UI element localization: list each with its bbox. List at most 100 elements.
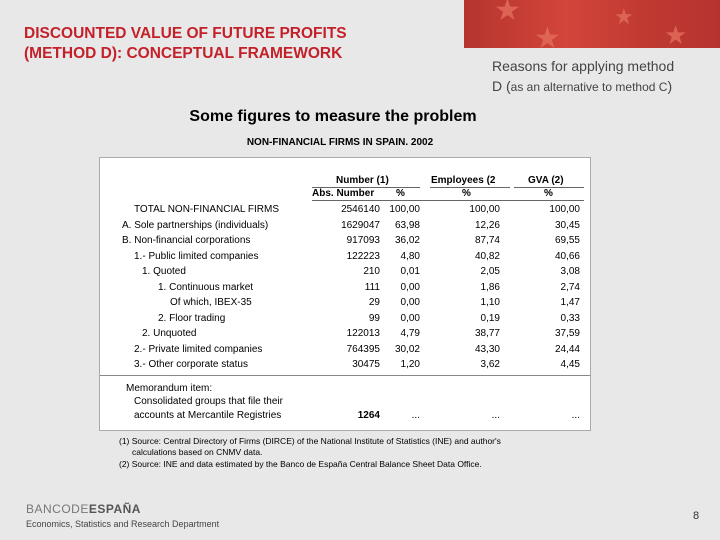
row-abs-number: 122223 <box>346 250 380 262</box>
row-pct-gva: 100,00 <box>549 204 580 215</box>
row-pct-employees: 43,30 <box>474 343 500 355</box>
header-abs-number: Abs. Number <box>312 188 375 199</box>
row-abs-number: 917093 <box>346 235 380 246</box>
reasons-caption: Reasons for applying method D (as an alt… <box>492 56 717 97</box>
row-pct-employees: 2,05 <box>480 266 500 277</box>
reasons-close: ) <box>667 78 673 94</box>
slide-title-line-2: (METHOD D): CONCEPTUAL FRAMEWORK <box>24 45 343 62</box>
memo-title: Memorandum item: <box>126 383 213 394</box>
memo-values: 1264 ... ... ... <box>100 410 590 425</box>
row-abs-number: 122013 <box>346 328 380 339</box>
row-pct-number: 63,98 <box>394 219 420 231</box>
table-title: NON-FINANCIAL FIRMS IN SPAIN. 2002 <box>246 137 434 148</box>
star-icon: ★ <box>494 0 521 27</box>
data-table: Number (1) Employees (2 GVA (2) Abs. Num… <box>99 157 591 431</box>
table-row: Of which, IBEX-35 29 0,00 1,10 1,47 <box>100 297 590 312</box>
row-pct-gva: 40,66 <box>554 250 580 262</box>
table-row: 2. Unquoted 122013 4,79 38,77 37,59 <box>100 328 590 343</box>
row-pct-gva: 1,47 <box>560 297 580 308</box>
row-pct-employees: 3,62 <box>480 359 500 370</box>
row-label: 2.- Private limited companies <box>134 343 263 355</box>
row-label: Of which, IBEX-35 <box>170 297 252 308</box>
row-abs-number: 1629047 <box>341 219 380 231</box>
row-pct-gva: 4,45 <box>560 359 580 370</box>
bank-logo: BANCODEESPAÑA <box>26 502 141 516</box>
row-abs-number: 2546140 <box>341 204 380 215</box>
header-rule-gva <box>514 187 584 188</box>
header-rule-bottom <box>312 200 584 201</box>
header-number: Number (1) <box>336 175 389 186</box>
table-row: 1.- Public limited companies 122223 4,80 40… <box>100 251 590 266</box>
header-rule-employees <box>430 187 510 188</box>
row-pct-number: 0,01 <box>400 266 420 277</box>
header-pct-gva: % <box>544 188 553 199</box>
row-pct-number: 100,00 <box>389 204 420 215</box>
row-pct-employees: 40,82 <box>474 250 500 262</box>
row-pct-number: 1,20 <box>400 359 420 370</box>
row-pct-employees: 1,86 <box>480 281 500 293</box>
row-label: B. Non-financial corporations <box>122 235 251 246</box>
memo-line-3: accounts at Mercantile Registries <box>134 410 282 421</box>
row-pct-gva: 30,45 <box>554 219 580 231</box>
row-label: 3.- Other corporate status <box>134 359 248 370</box>
row-pct-gva: 0,33 <box>560 312 580 324</box>
row-pct-gva: 2,74 <box>560 281 580 293</box>
row-label: 1. Continuous market <box>158 281 254 293</box>
reasons-line-1: Reasons for applying method <box>492 58 675 74</box>
row-pct-number: 36,02 <box>394 235 420 246</box>
row-pct-number: 0,00 <box>400 312 420 324</box>
footnote-1: (1) Source: Central Directory of Firms (… <box>119 436 579 458</box>
slide-title: DISCOUNTED VALUE OF FUTURE PROFITS (METH… <box>24 24 464 64</box>
header-employees: Employees (2 <box>431 175 496 186</box>
slide-subtitle: Some figures to measure the problem <box>189 108 477 125</box>
row-pct-gva: 3,08 <box>560 266 580 277</box>
memo-abs: 1264 <box>357 410 380 421</box>
row-pct-employees: 12,26 <box>474 219 500 231</box>
row-pct-number: 30,02 <box>394 343 420 355</box>
row-abs-number: 210 <box>363 266 380 277</box>
memo-line-2: Consolidated groups that file their <box>134 396 283 407</box>
header-gva: GVA (2) <box>528 175 564 186</box>
memo-emp: ... <box>491 410 500 421</box>
memo-separator <box>100 375 590 376</box>
page-number: 8 <box>693 510 700 522</box>
row-label: 1. Quoted <box>142 266 186 277</box>
row-pct-number: 0,00 <box>400 281 420 293</box>
memo-pct: ... <box>411 410 420 421</box>
logo-bold: ESPAÑA <box>88 502 141 516</box>
table-row: TOTAL NON-FINANCIAL FIRMS 2546140 100,00 10… <box>100 204 590 219</box>
row-pct-employees: 87,74 <box>474 235 500 246</box>
row-pct-number: 0,00 <box>400 297 420 308</box>
row-pct-number: 4,80 <box>400 250 420 262</box>
department-name: Economics, Statistics and Research Depar… <box>26 519 220 529</box>
table-row: B. Non-financial corporations 917093 36,02… <box>100 235 590 250</box>
footnote-1a: (1) Source: Central Directory of Firms (… <box>119 436 501 446</box>
star-icon: ★ <box>614 4 634 29</box>
row-pct-gva: 37,59 <box>554 328 580 339</box>
row-label: 1.- Public limited companies <box>134 250 259 262</box>
row-pct-employees: 0,19 <box>480 312 500 324</box>
row-label: TOTAL NON-FINANCIAL FIRMS <box>134 204 280 215</box>
row-abs-number: 111 <box>364 281 380 293</box>
table-row: A. Sole partnerships (individuals) 162904… <box>100 220 590 235</box>
row-abs-number: 29 <box>368 297 380 308</box>
header-pct-number: % <box>396 188 405 199</box>
row-pct-gva: 69,55 <box>554 235 580 246</box>
header-rule-number <box>312 187 420 188</box>
reasons-line-2: D (as an alternative to method C) <box>492 76 717 97</box>
table-row: 1. Quoted 210 0,01 2,05 3,08 <box>100 266 590 281</box>
row-abs-number: 764395 <box>346 343 380 355</box>
footnote-2: (2) Source: INE and data estimated by th… <box>119 459 482 469</box>
logo-light: BANCODE <box>26 502 89 516</box>
row-pct-employees: 1,10 <box>480 297 500 308</box>
row-label: 2. Unquoted <box>142 328 197 339</box>
row-label: 2. Floor trading <box>158 312 226 324</box>
footnote-1b: calculations based on CNMV data. <box>132 447 263 457</box>
row-pct-employees: 100,00 <box>469 204 500 215</box>
reasons-d: D ( <box>492 78 511 94</box>
memo-gva: ... <box>571 410 580 421</box>
reasons-alternative: as an alternative to method C <box>510 80 668 94</box>
row-pct-gva: 24,44 <box>554 343 580 355</box>
table-row: 2.- Private limited companies 764395 30,02… <box>100 344 590 359</box>
table-row: 3.- Other corporate status 30475 1,20 3,62 4… <box>100 359 590 374</box>
